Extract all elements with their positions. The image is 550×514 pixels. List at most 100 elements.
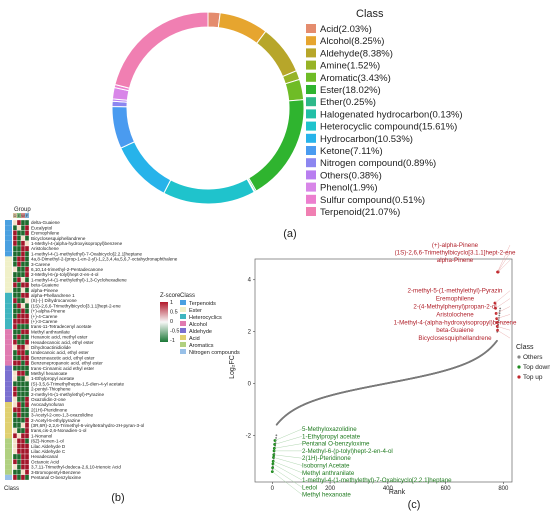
heatmap-cell — [20, 474, 26, 481]
top-up-label: Eremophilene — [436, 296, 475, 303]
class-cell — [5, 287, 12, 293]
heatmap-cell — [24, 235, 30, 241]
heatmap-row-label: alpha-Pinene — [31, 288, 59, 293]
heatmap-cell — [24, 230, 30, 236]
heatmap-cell — [12, 344, 18, 351]
heatmap-cell — [20, 443, 26, 449]
panel-label-b: (b) — [111, 492, 124, 504]
class-swatch — [180, 307, 186, 312]
label-leader — [274, 428, 303, 441]
heatmap-cell — [20, 433, 26, 439]
heatmap-cell — [16, 297, 22, 304]
heatmap-cell — [24, 297, 30, 304]
point-other — [497, 319, 500, 322]
scatter-legend-marker — [517, 355, 521, 359]
heatmap-cell — [12, 225, 18, 231]
heatmap-row-label: Dihydroactinidiolide — [31, 345, 71, 350]
heatmap-row-label: Benzeneacetic acid, ethyl ester — [31, 355, 95, 360]
legend-swatch — [306, 194, 316, 204]
heatmap-cell — [16, 271, 22, 278]
heatmap-cell — [16, 375, 22, 382]
heatmap-cell — [16, 401, 22, 408]
top-up-label: 2-methyl-5-(1-methylethyl)-Pyrazin — [408, 288, 503, 295]
heatmap-cell — [12, 230, 18, 236]
heatmap-cell — [16, 464, 22, 470]
zscore-legend-title: Z-score — [160, 293, 181, 299]
label-leader — [274, 436, 303, 445]
heatmap-cell — [24, 407, 30, 413]
class-cell — [5, 225, 12, 231]
heatmap-cell — [12, 433, 18, 439]
heatmap-cell — [24, 334, 30, 340]
top-down-label: Ledol — [302, 484, 317, 491]
heatmap-cell — [20, 401, 26, 408]
class-cell — [5, 298, 12, 304]
heatmap-cell — [12, 256, 18, 262]
class-cell — [5, 308, 12, 314]
heatmap-cell — [24, 391, 30, 397]
heatmap-cell — [16, 438, 22, 444]
heatmap-cell — [20, 251, 26, 257]
heatmap-legend: Z-score Class 1 0.5 0 -0.5 -1 TerpenoidsEster… — [160, 293, 240, 356]
legend-swatch — [306, 85, 316, 94]
label-leader — [272, 463, 303, 481]
heatmap-cell — [12, 334, 18, 340]
heatmap-cell — [16, 261, 22, 267]
point-other — [275, 434, 278, 437]
zscore-tick: 0.5 — [170, 310, 178, 316]
legend-label: Ketone(7.11%) — [320, 146, 383, 157]
top-up-label: (+)-alpha-Pinene — [432, 242, 479, 249]
legend-label: Nitrogen compound(0.89%) — [320, 158, 436, 169]
heatmap-cell — [20, 417, 26, 423]
heatmap-row-label: 1-Methyl-4-(alpha-hydroxyisopropyl)benze… — [31, 241, 123, 246]
label-leader — [497, 252, 511, 273]
heatmap-cell — [12, 448, 18, 455]
heatmap-cell — [12, 323, 18, 330]
heatmap-cell — [24, 261, 30, 267]
heatmap-row-label: trans,cis-2,6-Nonadien-1-ol — [31, 428, 86, 433]
label-leader — [274, 443, 303, 449]
class-cell — [5, 256, 12, 262]
heatmap-cell — [24, 386, 30, 392]
heatmap-cell — [24, 329, 30, 335]
top-down-label: 2-Methyl-6-(p-tolyl)hept-2-en-4-ol — [302, 448, 393, 455]
heatmap-cell — [16, 443, 22, 449]
heatmap-cell — [24, 277, 30, 283]
class-label: Heterocyclics — [189, 315, 222, 321]
heatmap-cell — [16, 303, 22, 309]
heatmap-cell — [12, 271, 18, 278]
point-other — [496, 339, 498, 342]
legend-label: Others(0.38%) — [320, 170, 382, 181]
heatmap-row-label: Octanoic Acid — [31, 459, 60, 464]
donut-slice — [163, 178, 255, 205]
heatmap-cell — [16, 370, 22, 377]
heatmap-row-label: 2-pentyl-Thiophene — [31, 387, 71, 392]
heatmap-row-label: 6,10,14-trimethyl-2-Pentadecanone — [31, 267, 103, 272]
legend-swatch — [306, 133, 316, 143]
class-cell — [5, 428, 12, 434]
top-down-label: Pentanal O-benzyloxime — [302, 441, 370, 448]
heatmap-cell — [20, 261, 26, 267]
class-cell — [5, 407, 12, 413]
heatmap-cell — [24, 474, 30, 481]
heatmap-cell — [24, 381, 30, 387]
heatmap-cell — [20, 412, 26, 418]
class-cell — [5, 230, 12, 236]
heatmap-cell — [24, 219, 30, 226]
class-cell — [5, 454, 12, 460]
heatmap-cell — [20, 339, 26, 345]
heatmap-row-label: Undecanoic acid, ethyl ester — [31, 350, 89, 355]
scatter-legend-label: Top down — [523, 364, 550, 371]
heatmap-cell — [12, 355, 18, 361]
heatmap-cell — [16, 459, 22, 465]
heatmap-cell — [12, 412, 18, 418]
heatmap-cell — [24, 396, 30, 403]
heatmap-cell — [12, 443, 18, 449]
heatmap-cell — [12, 261, 18, 267]
heatmap-cell — [16, 386, 22, 392]
x-tick-label: 400 — [383, 486, 394, 492]
heatmap-cell — [12, 277, 18, 283]
label-leader — [273, 461, 303, 473]
heatmap-row-label: (S)-(-) Dihydrocarvone — [31, 298, 77, 303]
